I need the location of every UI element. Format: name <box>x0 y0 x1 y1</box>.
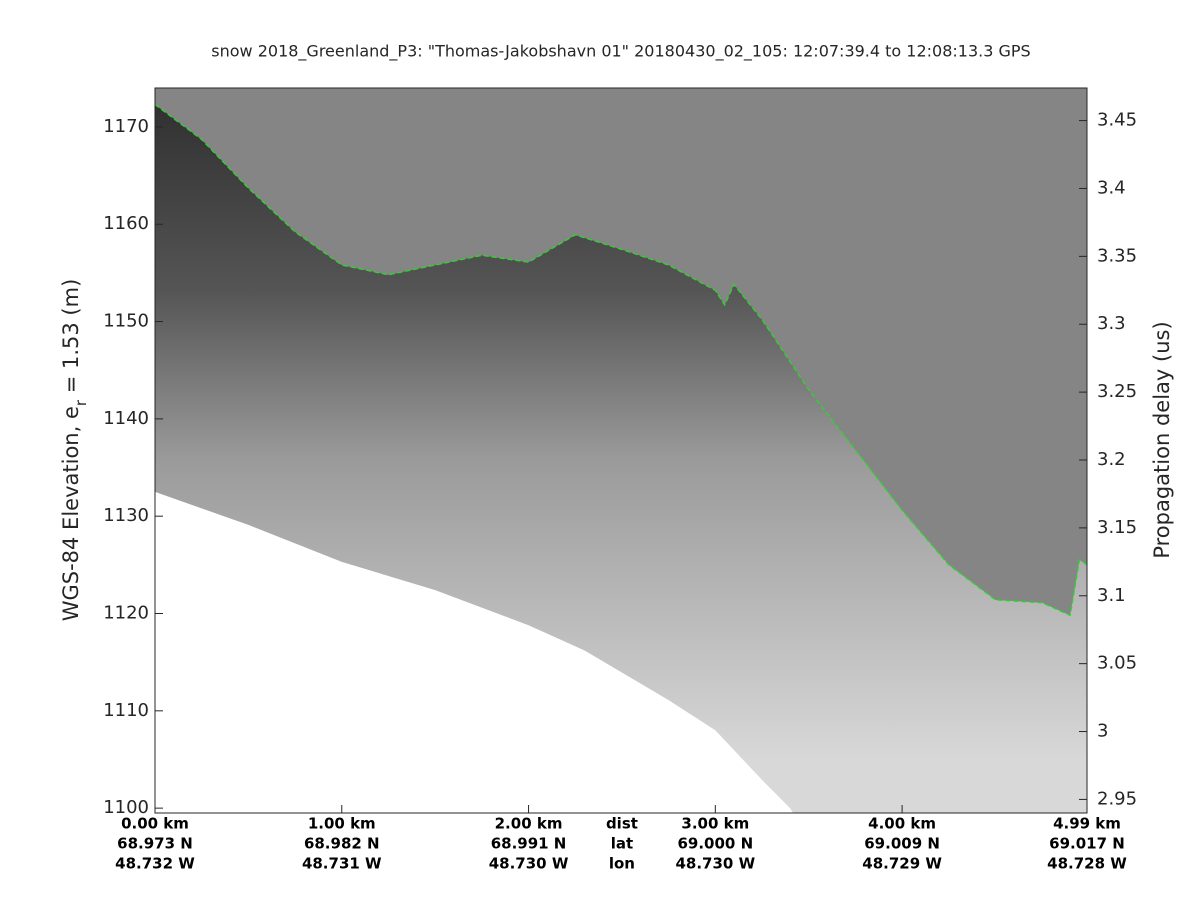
y2-tick-label: 2.95 <box>1097 788 1137 809</box>
chart-title: snow 2018_Greenland_P3: "Thomas-Jakobsha… <box>211 42 1030 62</box>
x-tick-label: 0.00 km <box>121 815 189 833</box>
row-title: dist <box>606 815 638 833</box>
lon-label: 48.728 W <box>1047 855 1127 873</box>
x-tick-label: 1.00 km <box>308 815 376 833</box>
y-tick-label: 1170 <box>103 116 149 137</box>
y2-tick-label: 3.05 <box>1097 653 1137 674</box>
lat-label: 69.000 N <box>677 835 753 853</box>
y2-axis-label: Propagation delay (us) <box>1150 321 1174 558</box>
y-tick-label: 1110 <box>103 700 149 721</box>
y2-tick-label: 3.35 <box>1097 245 1137 266</box>
y-tick-label: 1130 <box>103 505 149 526</box>
y2-tick-label: 3.25 <box>1097 381 1137 402</box>
y-tick-label: 1140 <box>103 408 149 429</box>
lon-label: 48.731 W <box>302 855 382 873</box>
y-axis-label: WGS-84 Elevation, er = 1.53 (m) <box>59 279 90 622</box>
lat-label: 68.973 N <box>117 835 193 853</box>
x-tick-label: 4.00 km <box>868 815 936 833</box>
x-tick-label: 2.00 km <box>495 815 563 833</box>
plot-area <box>155 103 1087 813</box>
lon-label: 48.732 W <box>115 855 195 873</box>
lat-label: 69.017 N <box>1049 835 1125 853</box>
y-tick-label: 1150 <box>103 311 149 332</box>
row-title: lon <box>609 855 635 873</box>
no-data-region <box>155 491 794 813</box>
plot-frame <box>154 87 1088 814</box>
y2-tick-label: 3.4 <box>1097 177 1126 198</box>
x-tick-label: 4.99 km <box>1053 815 1121 833</box>
y-tick-label: 1100 <box>103 797 149 818</box>
x-tick-label: 3.00 km <box>681 815 749 833</box>
lat-label: 69.009 N <box>864 835 940 853</box>
surface-line <box>155 103 1087 617</box>
lon-label: 48.730 W <box>489 855 569 873</box>
row-title: lat <box>611 835 633 853</box>
lat-label: 68.991 N <box>491 835 567 853</box>
lon-label: 48.730 W <box>675 855 755 873</box>
y2-tick-label: 3 <box>1097 721 1108 742</box>
y-tick-label: 1120 <box>103 603 149 624</box>
y2-tick-label: 3.15 <box>1097 517 1137 538</box>
lat-label: 68.982 N <box>304 835 380 853</box>
y2-tick-label: 3.3 <box>1097 313 1126 334</box>
y-tick-label: 1160 <box>103 213 149 234</box>
y2-tick-label: 3.2 <box>1097 449 1126 470</box>
y2-tick-label: 3.1 <box>1097 585 1126 606</box>
lon-label: 48.729 W <box>862 855 942 873</box>
y2-tick-label: 3.45 <box>1097 110 1137 131</box>
